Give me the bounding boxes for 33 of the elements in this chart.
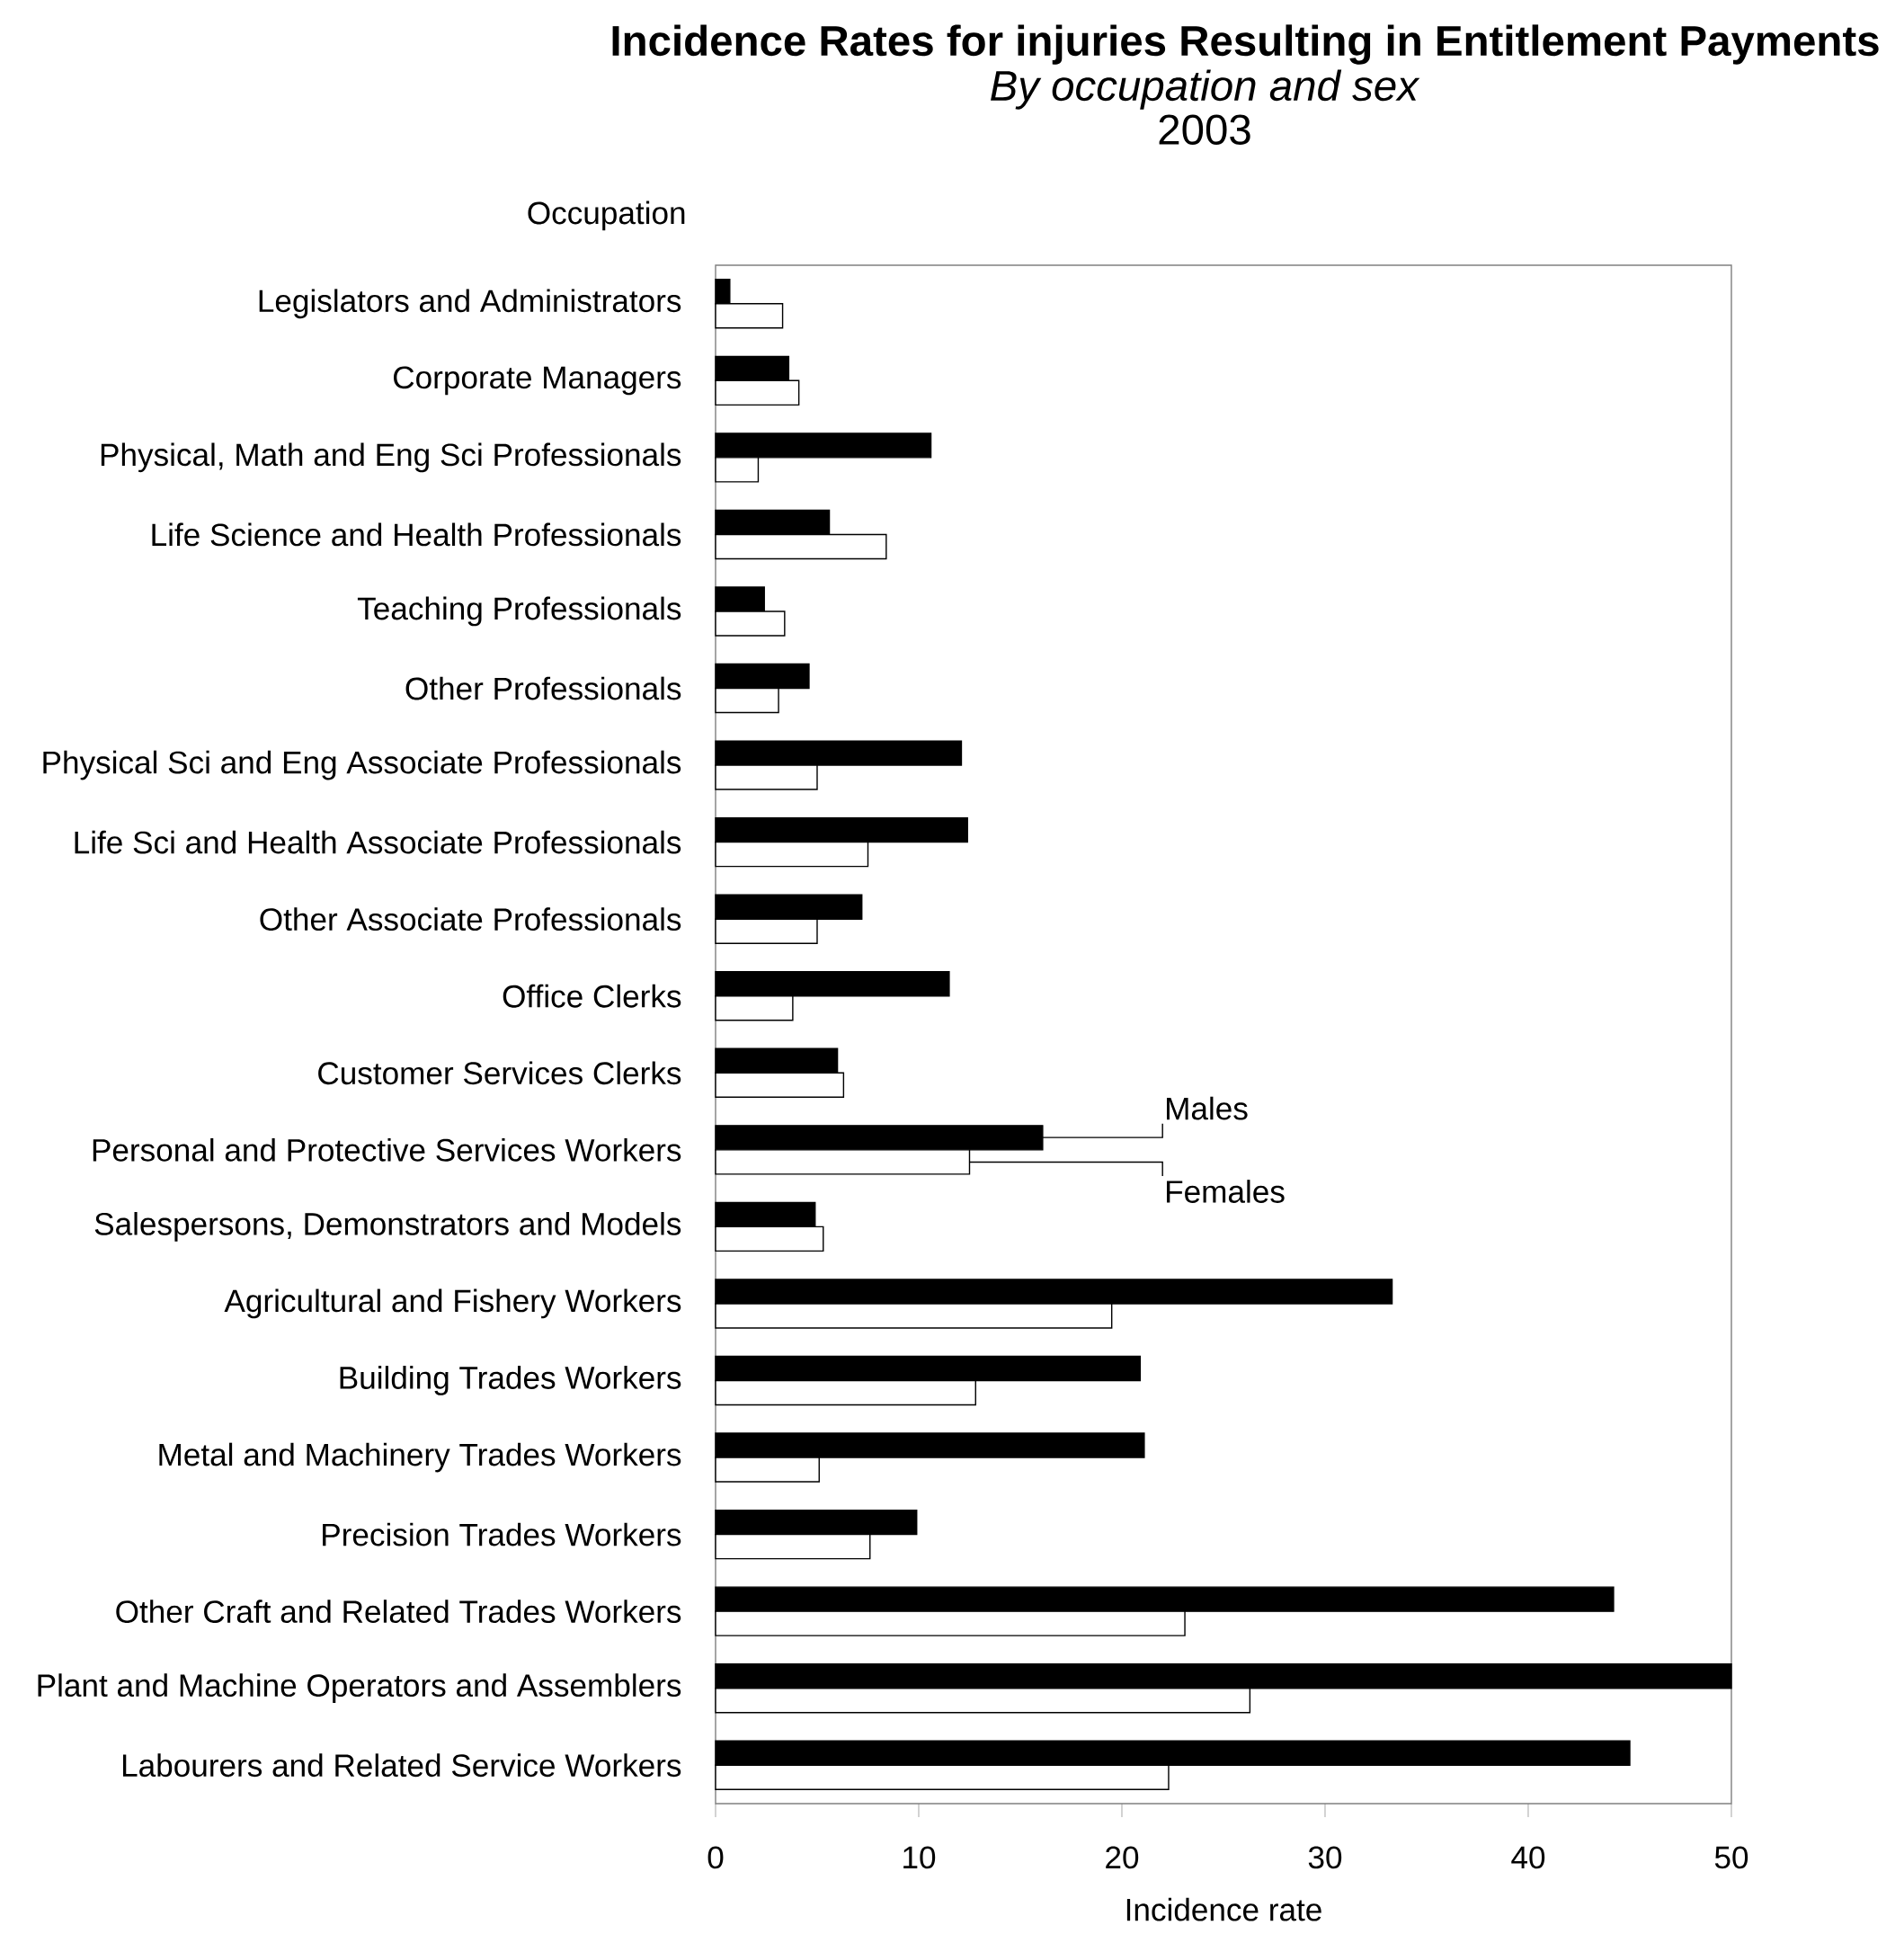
- y-tick-label: Building Trades Workers: [340, 1366, 681, 1395]
- x-tick-label: 20: [1106, 1846, 1139, 1869]
- x-tick-label: 0: [707, 1846, 724, 1869]
- y-tick-label: Physical, Math and Eng Sci Professionals: [101, 442, 681, 473]
- y-tick-label: Legislators and Administrators: [259, 289, 681, 319]
- y-tick-label: Teaching Professionals: [357, 596, 681, 627]
- x-tick-label: 10: [903, 1846, 936, 1869]
- x-tick-label: 50: [1714, 1846, 1748, 1869]
- y-tick-label: Customer Services Clerks: [318, 1061, 681, 1085]
- y-axis-title: Occupation: [528, 201, 685, 231]
- y-tick-label: Metal and Machinery Trades Workers: [159, 1442, 681, 1473]
- y-tick-label: Personal and Protective Services Workers: [93, 1137, 681, 1162]
- y-tick-label: Plant and Machine Operators and Assemblers: [38, 1673, 681, 1704]
- y-tick-label: Other Professionals: [405, 676, 681, 700]
- y-tick-label: Corporate Managers: [394, 366, 681, 396]
- y-tick-label: Salespersons, Demonstrators and Models: [94, 1212, 681, 1242]
- y-tick-label: Other Associate Professionals: [260, 907, 681, 931]
- chart-subtitle: By occupation and sex: [991, 69, 1420, 110]
- x-tick-label: 40: [1511, 1846, 1545, 1869]
- y-tick-label: Office Clerks: [503, 984, 681, 1008]
- text: Females: [1167, 1180, 1285, 1203]
- y-tick-label: Life Science and Health Professionals: [152, 522, 681, 547]
- chart-title: Incidence Rates for injuries Resulting in Entitlement Payments: [612, 24, 1879, 65]
- text: Males: [1167, 1096, 1248, 1120]
- y-tick-label: Agricultural and Fishery Workers: [224, 1288, 681, 1319]
- y-tick-label: Precision Trades Workers: [323, 1522, 681, 1546]
- text: 2003: [1159, 114, 1250, 145]
- x-tick-label: 30: [1308, 1846, 1342, 1869]
- y-tick-label: Other Craft and Related Trades Workers: [116, 1600, 681, 1624]
- x-axis-title: Incidence rate: [1126, 1897, 1321, 1921]
- y-tick-label: Life Sci and Health Associate Professionals: [75, 830, 681, 854]
- y-tick-label: Labourers and Related Service Workers: [122, 1753, 681, 1778]
- y-tick-label: Physical Sci and Eng Associate Professionals: [43, 750, 681, 780]
